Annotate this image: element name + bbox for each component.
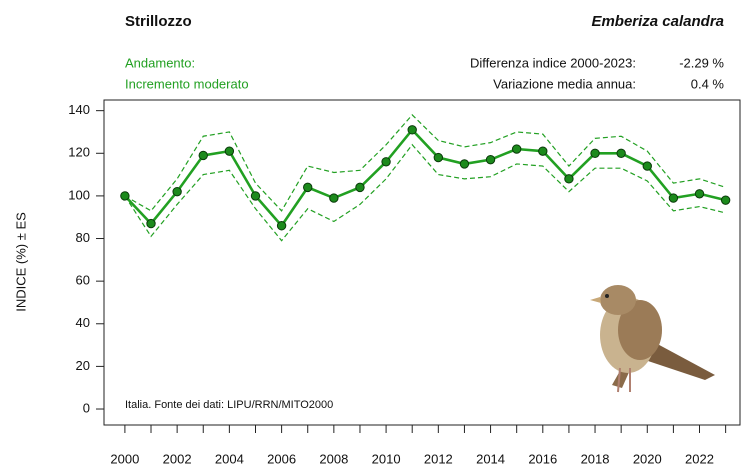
error-band-line	[124, 143, 726, 242]
x-tick-label: 2020	[633, 451, 662, 466]
stat-value: 0.4 %	[691, 76, 725, 91]
data-point	[694, 189, 705, 199]
data-point	[407, 125, 417, 135]
data-point	[120, 191, 130, 201]
data-point	[511, 144, 522, 154]
error-band-line	[124, 114, 726, 212]
trend-label: Andamento:	[125, 55, 195, 70]
data-point	[642, 161, 652, 171]
y-tick-label: 140	[68, 102, 90, 117]
source: Italia. Fonte dei dati: LIPU/RRN/MITO200…	[125, 399, 333, 411]
data-point	[668, 193, 679, 203]
data-point	[303, 182, 313, 193]
y-tick-label: 60	[76, 273, 90, 288]
x-tick-label: 2016	[528, 451, 557, 466]
x-tick-label: 2010	[372, 451, 401, 466]
plot-frame	[103, 99, 741, 426]
data-point	[172, 186, 182, 197]
y-tick-label: 80	[76, 230, 90, 245]
trend: Incremento moderato	[125, 76, 249, 91]
x-tick-label: 2000	[110, 451, 139, 466]
data-point	[355, 182, 365, 193]
x-tick-label: 2004	[215, 451, 244, 466]
chart-subtitle: Emberiza calandra	[591, 13, 724, 30]
data-point	[381, 157, 391, 167]
data-point	[276, 221, 287, 231]
data-point	[616, 148, 626, 158]
data-point	[485, 154, 496, 165]
bird-illustration	[590, 285, 715, 393]
data-point	[329, 193, 339, 203]
data-point	[146, 218, 156, 229]
x-tick-label: 2002	[163, 451, 192, 466]
stat-value: -2.29 %	[679, 55, 724, 70]
y-tick-label: 20	[76, 358, 90, 373]
data-point	[538, 146, 548, 156]
y-tick-label: 40	[76, 315, 90, 330]
data-point	[590, 148, 600, 158]
y-tick-label: 100	[68, 187, 90, 202]
stat-label: Variazione media annua:	[493, 76, 636, 91]
data-point	[224, 146, 235, 156]
data-point	[564, 174, 574, 184]
x-tick-label: 2014	[476, 451, 505, 466]
x-tick-label: 2018	[581, 451, 610, 466]
y-axis-label: INDICE (%) ± ES	[13, 212, 28, 312]
x-tick-label: 2012	[424, 451, 453, 466]
chart-title: Strillozzo	[125, 13, 192, 30]
x-tick-label: 2006	[267, 451, 296, 466]
y-tick-label: 0	[83, 400, 90, 415]
data-point	[250, 191, 261, 201]
data-point	[433, 152, 444, 163]
data-point	[720, 195, 731, 205]
x-tick-label: 2008	[319, 451, 348, 466]
x-tick-label: 2022	[685, 451, 714, 466]
y-tick-label: 120	[68, 145, 90, 160]
data-point	[198, 150, 208, 161]
stat-label: Differenza indice 2000-2023:	[470, 55, 636, 70]
data-point	[459, 159, 470, 169]
